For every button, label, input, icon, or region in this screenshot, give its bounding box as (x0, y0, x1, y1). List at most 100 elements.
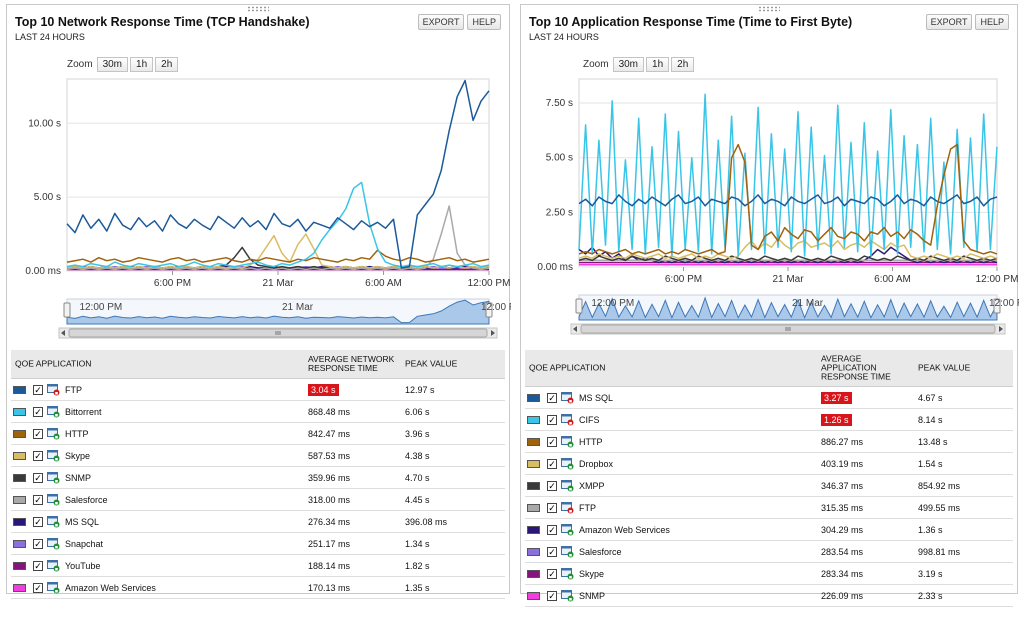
table-row[interactable]: ✓ SNMP 359.96 ms 4.70 s (11, 467, 505, 489)
peak-value: 1.54 s (918, 458, 943, 469)
help-button[interactable]: HELP (975, 14, 1009, 30)
app-name[interactable]: Salesforce (579, 546, 622, 557)
application-response-chart[interactable]: 0.00 ms 2.50 s 5.00 s 7.50 s 6:00 PM 21 Mar 6:… (521, 5, 1019, 345)
drag-grip-icon[interactable] (247, 6, 269, 12)
app-name[interactable]: SNMP (579, 590, 606, 601)
app-name[interactable]: HTTP (579, 436, 603, 447)
table-row[interactable]: ✓ Amazon Web Services 304.29 ms 1.36 s (525, 519, 1013, 541)
series-color-swatch (13, 539, 26, 548)
table-row[interactable]: ✓ XMPP 346.37 ms 854.92 ms (525, 475, 1013, 497)
series-line[interactable] (66, 249, 490, 263)
app-name[interactable]: MS SQL (65, 516, 100, 527)
series-visibility-checkbox[interactable]: ✓ (547, 458, 557, 469)
table-row[interactable]: ✓ Salesforce 318.00 ms 4.45 s (11, 489, 505, 511)
series-line[interactable] (66, 205, 490, 271)
zoom-30m-button[interactable]: 30m (96, 57, 129, 72)
table-row[interactable]: ✓ Amazon Web Services 170.13 ms 1.35 s (11, 577, 505, 599)
series-visibility-checkbox[interactable]: ✓ (547, 546, 557, 557)
table-row[interactable]: ✓ Snapchat 251.17 ms 1.34 s (11, 533, 505, 555)
app-name[interactable]: FTP (65, 384, 82, 395)
app-name[interactable]: CIFS (579, 414, 600, 425)
series-visibility-checkbox[interactable]: ✓ (547, 524, 557, 535)
help-button[interactable]: HELP (467, 14, 501, 30)
table-row[interactable]: ✓ FTP 3.04 s 12.97 s (11, 379, 505, 401)
series-visibility-checkbox[interactable]: ✓ (33, 384, 43, 395)
app-name[interactable]: Skype (579, 568, 605, 579)
series-line[interactable] (578, 143, 998, 255)
table-row[interactable]: ✓ Dropbox 403.19 ms 1.54 s (525, 453, 1013, 475)
navigator-handle[interactable] (63, 302, 71, 318)
table-row[interactable]: ✓ Salesforce 283.54 ms 998.81 ms (525, 541, 1013, 563)
app-name[interactable]: Salesforce (65, 494, 108, 505)
series-visibility-checkbox[interactable]: ✓ (33, 472, 43, 483)
table-row[interactable]: ✓ MS SQL 276.34 ms 396.08 ms (11, 511, 505, 533)
table-row[interactable]: ✓ Skype 587.53 ms 4.38 s (11, 445, 505, 467)
navigator-handle[interactable] (575, 298, 583, 314)
scroll-left-icon[interactable] (61, 330, 65, 336)
navigator-label: 12:00 PM (481, 302, 511, 313)
table-row[interactable]: ✓ SNMP 226.09 ms 2.33 s (525, 585, 1013, 607)
zoom-1h-button[interactable]: 1h (646, 57, 670, 72)
series-visibility-checkbox[interactable]: ✓ (547, 590, 557, 601)
series-visibility-checkbox[interactable]: ✓ (33, 582, 43, 593)
drag-grip-icon[interactable] (758, 6, 780, 12)
series-line[interactable] (66, 79, 490, 269)
app-name[interactable]: Snapchat (65, 538, 104, 549)
series-visibility-checkbox[interactable]: ✓ (547, 436, 557, 447)
series-color-swatch (527, 437, 540, 446)
series-visibility-checkbox[interactable]: ✓ (33, 538, 43, 549)
export-button[interactable]: EXPORT (925, 14, 973, 30)
series-visibility-checkbox[interactable]: ✓ (547, 502, 557, 513)
series-visibility-checkbox[interactable]: ✓ (33, 560, 43, 571)
series-visibility-checkbox[interactable]: ✓ (33, 428, 43, 439)
table-row[interactable]: ✓ Bittorrent 868.48 ms 6.06 s (11, 401, 505, 423)
app-name[interactable]: MS SQL (579, 392, 614, 403)
scroll-left-icon[interactable] (573, 326, 577, 332)
series-visibility-checkbox[interactable]: ✓ (547, 392, 557, 403)
app-name[interactable]: Bittorrent (65, 406, 102, 417)
zoom-1h-button[interactable]: 1h (130, 57, 154, 72)
series-visibility-checkbox[interactable]: ✓ (33, 516, 43, 527)
table-row[interactable]: ✓ HTTP 842.47 ms 3.96 s (11, 423, 505, 445)
scroll-right-icon[interactable] (491, 330, 495, 336)
series-line[interactable] (66, 181, 490, 268)
zoom-label: Zoom (583, 59, 609, 70)
app-name[interactable]: YouTube (65, 560, 101, 571)
series-visibility-checkbox[interactable]: ✓ (547, 480, 557, 491)
table-row[interactable]: ✓ FTP 315.35 ms 499.55 ms (525, 497, 1013, 519)
peak-value: 12.97 s (405, 384, 435, 395)
app-name[interactable]: XMPP (579, 480, 605, 491)
table-row[interactable]: ✓ MS SQL 3.27 s 4.67 s (525, 387, 1013, 409)
series-line[interactable] (66, 233, 490, 269)
series-visibility-checkbox[interactable]: ✓ (33, 450, 43, 461)
app-name[interactable]: Dropbox (579, 458, 614, 469)
app-name[interactable]: Amazon Web Services (65, 582, 156, 593)
zoom-2h-button[interactable]: 2h (155, 57, 179, 72)
series-line[interactable] (578, 255, 998, 262)
scroll-right-icon[interactable] (999, 326, 1003, 332)
app-name[interactable]: Amazon Web Services (579, 524, 670, 535)
app-name[interactable]: Skype (65, 450, 91, 461)
table-row[interactable]: ✓ HTTP 886.27 ms 13.48 s (525, 431, 1013, 453)
table-row[interactable]: ✓ CIFS 1.26 s 8.14 s (525, 409, 1013, 431)
network-response-chart[interactable]: 0.00 ms 5.00 s 10.00 s 6:00 PM 21 Mar 6:00 AM… (7, 5, 511, 345)
zoom-30m-button[interactable]: 30m (612, 57, 645, 72)
app-name[interactable]: HTTP (65, 428, 89, 439)
app-name[interactable]: SNMP (65, 472, 92, 483)
series-visibility-checkbox[interactable]: ✓ (547, 414, 557, 425)
series-line[interactable] (578, 194, 998, 207)
navigator-handle[interactable] (485, 302, 493, 318)
series-color-swatch (527, 503, 540, 512)
table-row[interactable]: ✓ YouTube 188.14 ms 1.82 s (11, 555, 505, 577)
series-visibility-checkbox[interactable]: ✓ (547, 568, 557, 579)
navigator-handle[interactable] (993, 298, 1001, 314)
zoom-2h-button[interactable]: 2h (671, 57, 695, 72)
series-visibility-checkbox[interactable]: ✓ (33, 406, 43, 417)
col-header-avg: AVERAGE APPLICATION RESPONSE TIME (821, 354, 891, 382)
series-visibility-checkbox[interactable]: ✓ (33, 494, 43, 505)
export-button[interactable]: EXPORT (417, 14, 465, 30)
app-name[interactable]: FTP (579, 502, 596, 513)
table-row[interactable]: ✓ Skype 283.34 ms 3.19 s (525, 563, 1013, 585)
series-line[interactable] (578, 237, 998, 260)
series-color-swatch (13, 451, 26, 460)
